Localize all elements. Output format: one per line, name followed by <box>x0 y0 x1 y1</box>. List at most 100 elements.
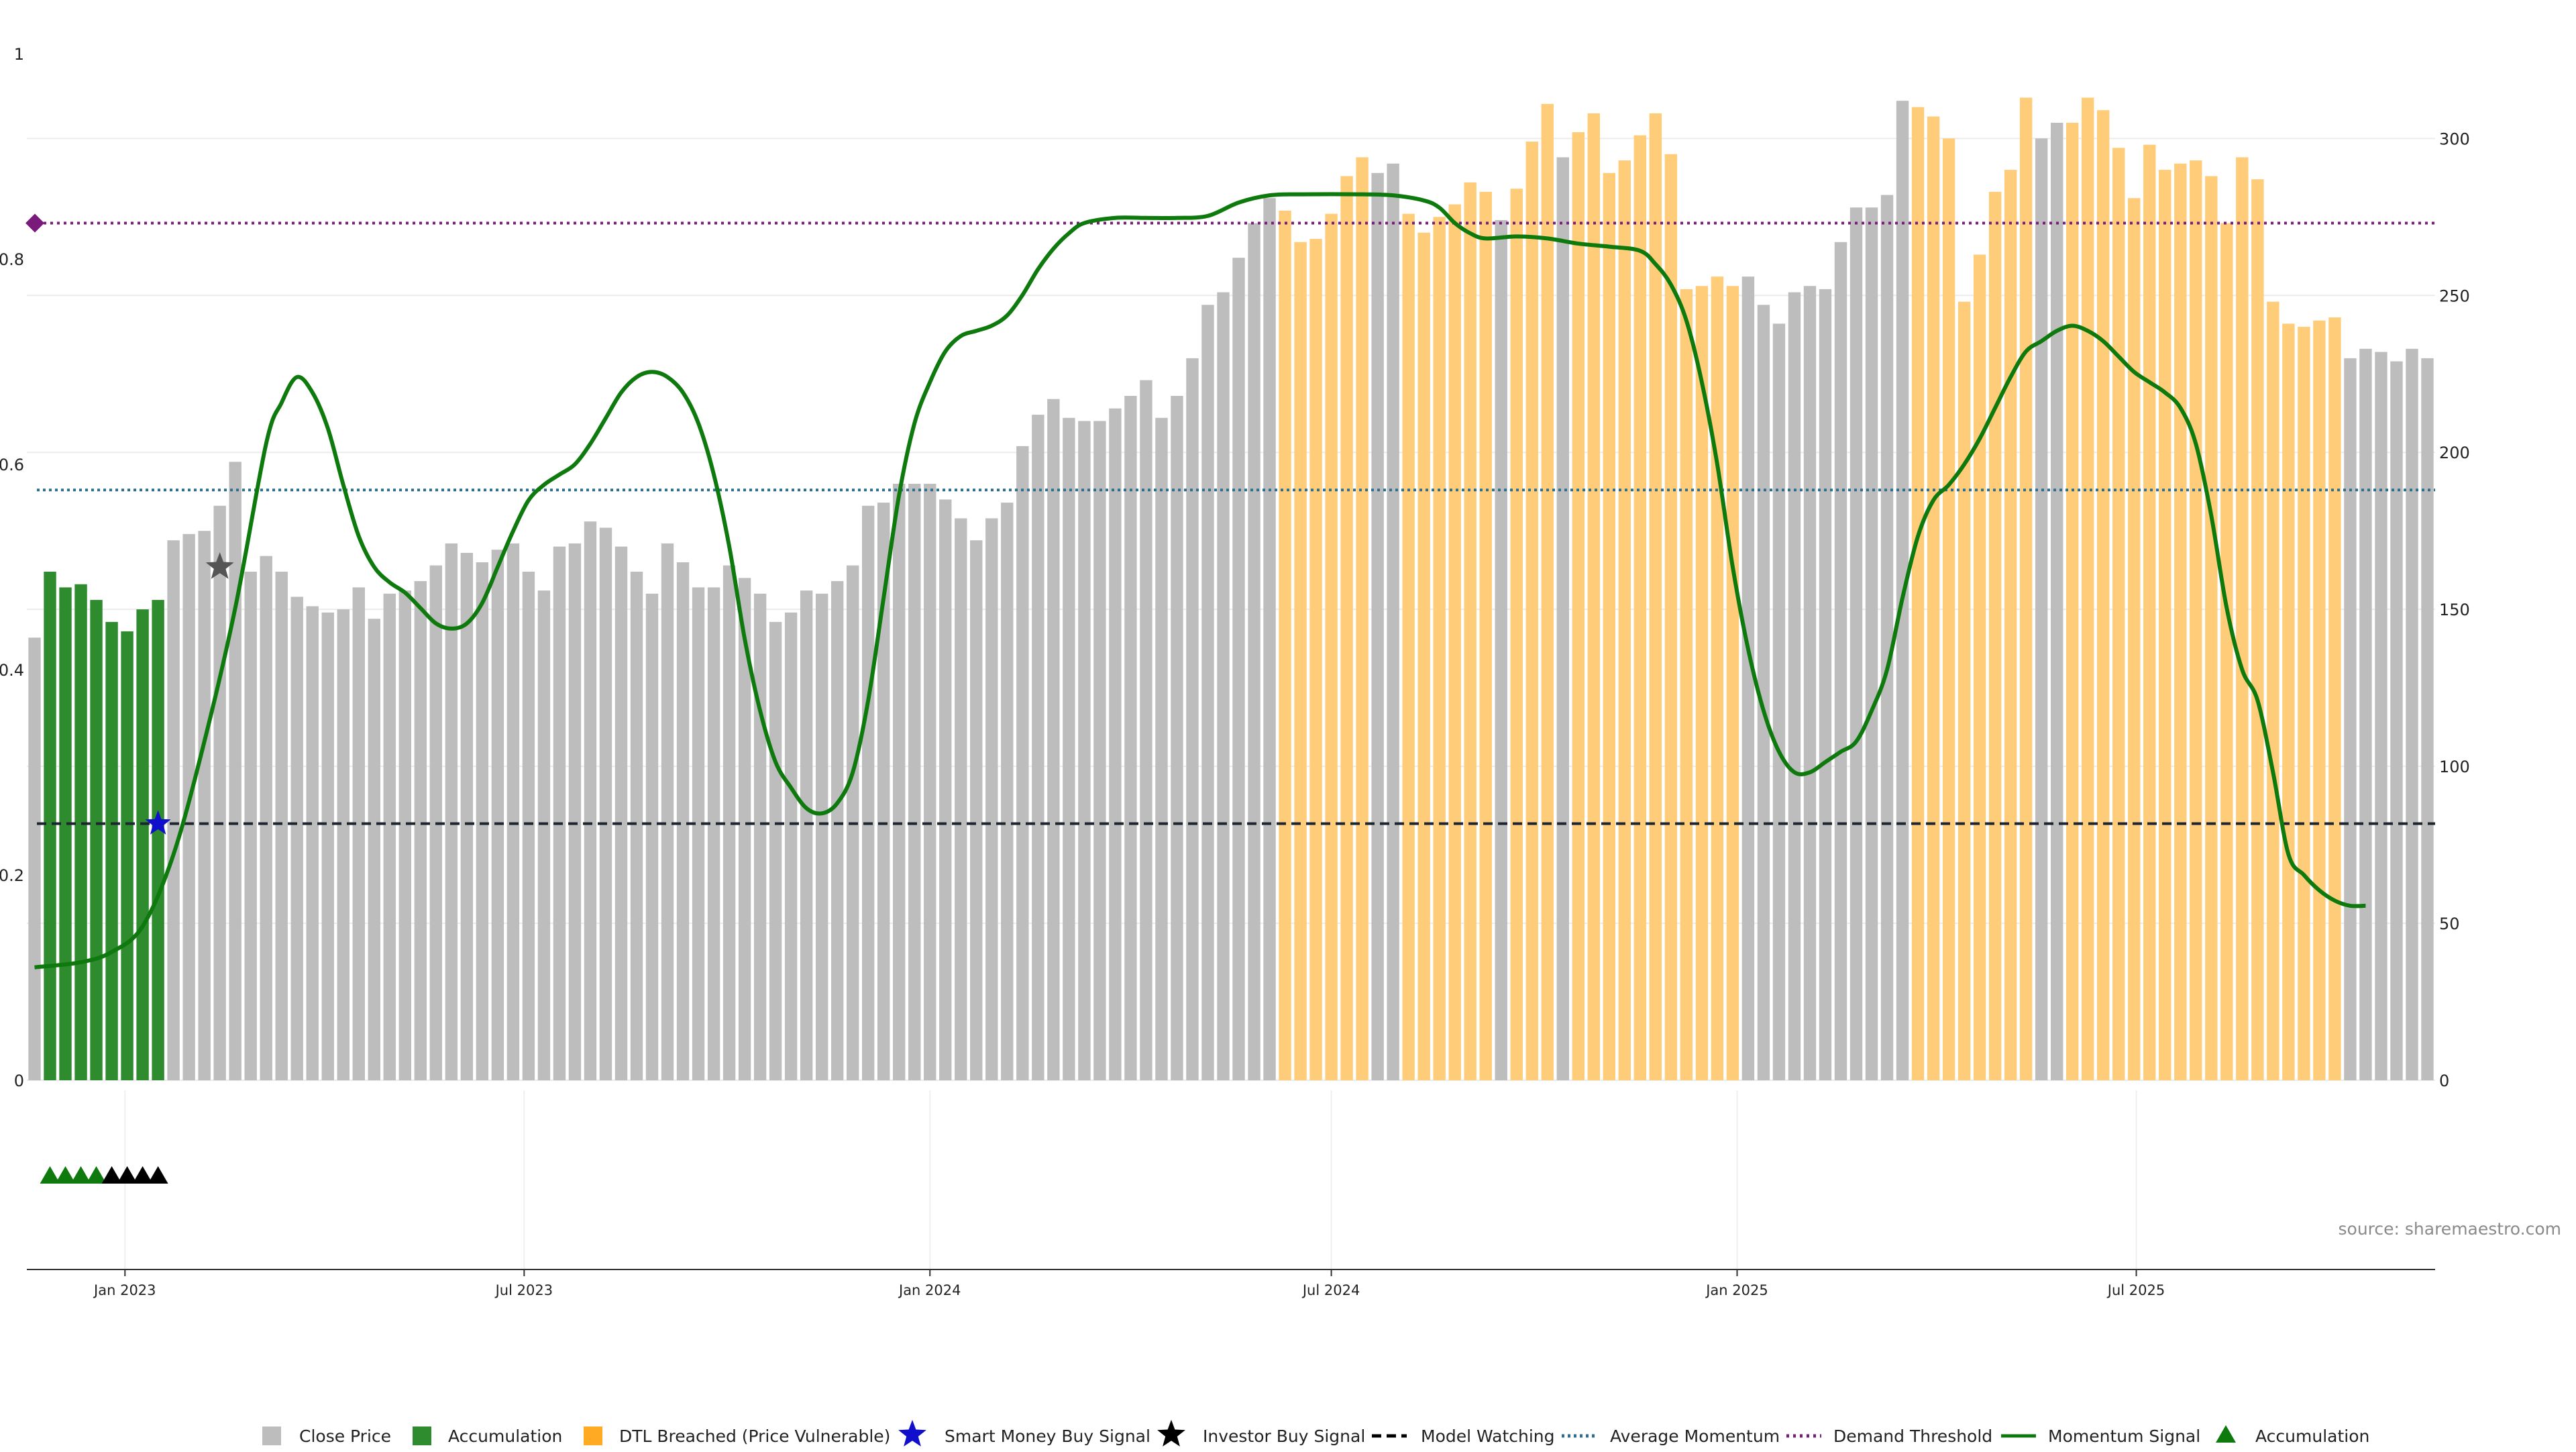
bar-close <box>2035 138 2048 1080</box>
bar-close <box>800 590 813 1080</box>
bar-close <box>784 612 798 1080</box>
bar-dtl <box>1464 182 1477 1081</box>
bar-close <box>198 531 211 1080</box>
bar-close <box>352 587 365 1080</box>
investor-triangle-icon <box>132 1166 153 1184</box>
bar-dtl <box>2082 97 2094 1080</box>
bar-close <box>614 546 628 1080</box>
investor-triangle-icon <box>101 1166 122 1184</box>
bar-dtl <box>1279 210 1291 1080</box>
bar-close <box>1849 207 1863 1080</box>
source-label: source: sharemaestro.com <box>2339 1219 2562 1239</box>
bar-close <box>553 546 566 1080</box>
bar-close <box>1865 207 1878 1080</box>
bar-close <box>445 543 458 1080</box>
bar-close <box>1016 446 1029 1080</box>
bar-close <box>491 550 504 1080</box>
bar-close <box>955 518 967 1080</box>
marker-layer <box>25 213 234 1184</box>
bar-close <box>1803 286 1817 1080</box>
y-right-tick-label: 300 <box>2439 129 2470 148</box>
smart-money-star-icon <box>145 810 171 835</box>
bar-close <box>1263 198 1276 1080</box>
legend-demand-threshold-label: Demand Threshold <box>1833 1427 1992 1446</box>
bar-close <box>229 462 241 1080</box>
bar-close <box>738 578 751 1080</box>
bar-close <box>1201 305 1214 1081</box>
legend-dtl-label: DTL Breached (Price Vulnerable) <box>619 1427 890 1446</box>
bar-dtl <box>2143 144 2156 1080</box>
legend-close-label: Close Price <box>299 1427 391 1446</box>
bar-close <box>1788 292 1801 1081</box>
legend-model-watching-label: Model Watching <box>1421 1427 1555 1446</box>
bar-close <box>1093 421 1106 1080</box>
bar-close <box>306 606 319 1080</box>
investor-star-icon <box>205 552 234 579</box>
investor-triangle-icon <box>148 1166 168 1184</box>
bar-close <box>321 612 334 1080</box>
bar-close <box>1109 408 1122 1080</box>
bar-close <box>692 587 705 1080</box>
bar-close <box>2344 358 2357 1080</box>
legend-average-momentum-label: Average Momentum <box>1610 1427 1780 1446</box>
y-left-tick-label: 1 <box>14 45 24 64</box>
bar-dtl <box>1664 154 1678 1081</box>
bar-close <box>1078 421 1091 1080</box>
bar-close <box>522 572 535 1080</box>
bar-dtl <box>1988 191 2002 1080</box>
accumulation-triangle-icon <box>55 1166 76 1184</box>
legend-accumulation-label: Accumulation <box>448 1427 562 1446</box>
bar-close <box>244 572 257 1080</box>
y-left-tick-label: 0 <box>14 1072 24 1090</box>
bar-close <box>645 593 659 1080</box>
bar-close <box>861 505 875 1080</box>
bar-close <box>1371 172 1384 1081</box>
bar-dtl <box>1448 204 1461 1080</box>
bar-close <box>260 556 272 1080</box>
bar-close <box>815 593 828 1080</box>
legend-close-swatch <box>262 1427 281 1445</box>
bar-dtl <box>2251 179 2264 1080</box>
bar-dtl <box>1309 239 1322 1080</box>
bar-close <box>1171 396 1183 1080</box>
legend-momentum-label: Momentum Signal <box>2048 1427 2200 1446</box>
investor-triangle-icon <box>117 1166 138 1184</box>
bar-acc <box>90 600 103 1080</box>
bar-close <box>676 562 690 1080</box>
bar-dtl <box>1726 286 1739 1080</box>
x-tick-label: Jul 2023 <box>494 1282 553 1298</box>
bar-close <box>383 593 396 1080</box>
bar-dtl <box>1973 254 1986 1080</box>
accumulation-triangle-icon <box>86 1166 107 1184</box>
bar-close <box>1757 305 1770 1081</box>
bar-close <box>1387 163 1399 1080</box>
bar-dtl <box>1603 172 1616 1081</box>
bar-close <box>2406 348 2418 1080</box>
y-right-tick-label: 150 <box>2439 601 2470 619</box>
bar-close <box>2050 122 2063 1080</box>
bar-close <box>661 543 674 1080</box>
bar-close <box>2390 361 2403 1080</box>
axis-layer: 0 50 100 150 200 250 300 0 0.2 0.4 0.6 0.8 1 Jan 2023… <box>0 45 2470 1298</box>
demand-threshold-marker <box>25 213 44 233</box>
bar-acc <box>74 584 87 1080</box>
bar-dtl <box>2236 157 2249 1080</box>
bar-dtl <box>1711 276 1724 1080</box>
bar-close <box>1232 258 1245 1081</box>
y-right-tick-label: 250 <box>2439 287 2470 305</box>
bar-close <box>1556 157 1569 1080</box>
bar-close <box>830 581 844 1080</box>
bar-dtl <box>2205 176 2218 1080</box>
bar-dtl <box>2190 160 2202 1081</box>
bar-close <box>985 518 998 1080</box>
legend-dtl-swatch <box>584 1427 602 1445</box>
bar-close <box>337 609 350 1080</box>
y-right-tick-label: 200 <box>2439 444 2470 462</box>
bar-dtl <box>1541 103 1554 1080</box>
bar-dtl <box>1633 135 1647 1081</box>
bar-dtl <box>2174 163 2187 1080</box>
legend-smart-money-label: Smart Money Buy Signal <box>945 1427 1150 1446</box>
x-tick-label: Jan 2025 <box>1705 1282 1768 1298</box>
